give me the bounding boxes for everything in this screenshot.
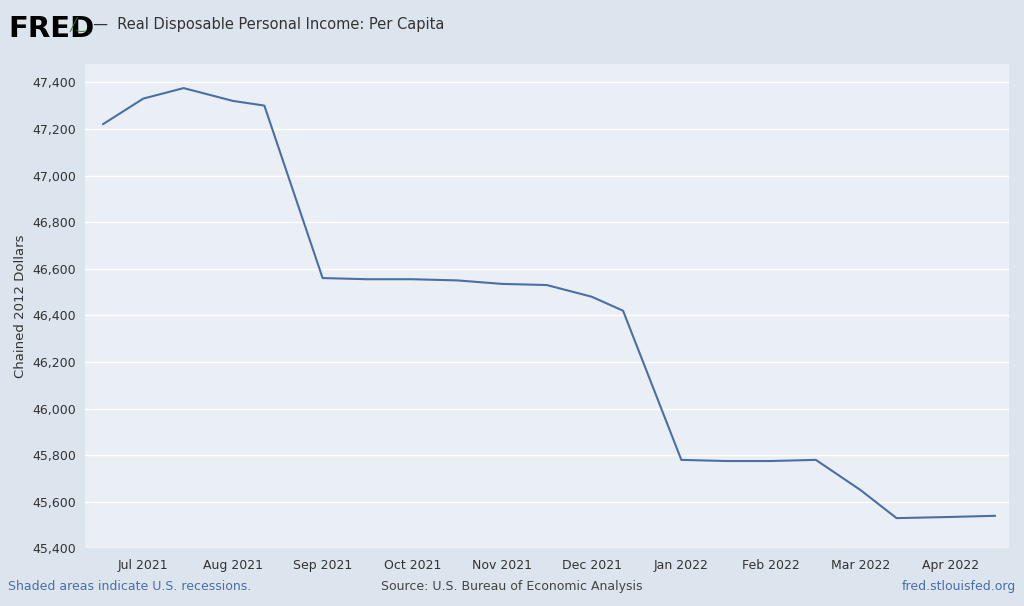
Text: FRED: FRED bbox=[8, 15, 94, 43]
Text: ╱‿: ╱‿ bbox=[70, 17, 87, 32]
Text: Shaded areas indicate U.S. recessions.: Shaded areas indicate U.S. recessions. bbox=[8, 580, 252, 593]
Y-axis label: Chained 2012 Dollars: Chained 2012 Dollars bbox=[13, 235, 27, 378]
Text: fred.stlouisfed.org: fred.stlouisfed.org bbox=[901, 580, 1016, 593]
Text: —  Real Disposable Personal Income: Per Capita: — Real Disposable Personal Income: Per C… bbox=[84, 17, 444, 32]
Text: Source: U.S. Bureau of Economic Analysis: Source: U.S. Bureau of Economic Analysis bbox=[381, 580, 643, 593]
